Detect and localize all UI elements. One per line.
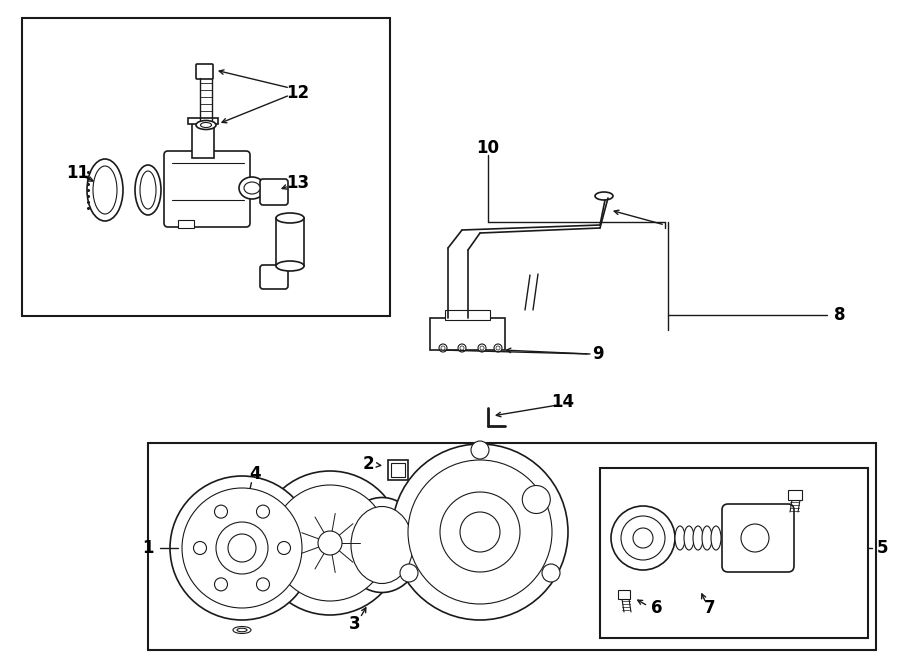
Circle shape [392, 444, 568, 620]
Circle shape [228, 534, 256, 562]
FancyBboxPatch shape [164, 151, 250, 227]
FancyBboxPatch shape [196, 64, 213, 79]
Circle shape [441, 346, 445, 350]
Ellipse shape [237, 628, 247, 632]
Text: 9: 9 [592, 345, 604, 363]
Circle shape [194, 541, 206, 555]
Text: 7: 7 [704, 599, 716, 617]
Bar [148, 443, 876, 650]
FancyBboxPatch shape [722, 504, 794, 572]
Ellipse shape [93, 166, 117, 214]
Text: 3: 3 [349, 615, 361, 633]
Ellipse shape [342, 498, 422, 592]
Circle shape [439, 344, 447, 352]
Text: 10: 10 [476, 139, 500, 157]
Bar [188, 118, 218, 124]
Ellipse shape [196, 120, 216, 130]
Bar [430, 318, 505, 350]
Circle shape [400, 564, 418, 582]
Circle shape [741, 524, 769, 552]
Bar [600, 468, 868, 638]
Circle shape [496, 346, 500, 350]
Text: 1: 1 [142, 539, 154, 557]
Bar [391, 463, 405, 477]
Ellipse shape [684, 526, 694, 550]
Circle shape [277, 541, 291, 555]
Circle shape [460, 346, 464, 350]
Bar [192, 122, 214, 158]
Ellipse shape [140, 171, 156, 209]
Ellipse shape [351, 506, 413, 584]
Ellipse shape [276, 261, 304, 271]
Circle shape [460, 512, 500, 552]
Ellipse shape [239, 177, 265, 199]
Text: 5: 5 [877, 539, 887, 557]
Circle shape [170, 476, 314, 620]
Bar [276, 218, 304, 266]
Bar [22, 18, 390, 316]
Ellipse shape [675, 526, 685, 550]
Text: 2: 2 [362, 455, 374, 473]
FancyBboxPatch shape [260, 265, 288, 289]
Circle shape [408, 460, 552, 604]
Text: 13: 13 [286, 174, 310, 192]
Circle shape [633, 528, 653, 548]
Circle shape [256, 505, 269, 518]
Ellipse shape [693, 526, 703, 550]
Circle shape [440, 492, 520, 572]
Text: 11: 11 [67, 164, 89, 182]
Bar [178, 220, 194, 228]
Bar [788, 490, 802, 500]
Ellipse shape [711, 526, 721, 550]
Text: 6: 6 [652, 599, 662, 617]
Circle shape [458, 344, 466, 352]
Ellipse shape [87, 159, 123, 221]
Ellipse shape [276, 213, 304, 223]
Circle shape [621, 516, 665, 560]
Ellipse shape [233, 627, 251, 633]
Circle shape [256, 578, 269, 591]
Text: 4: 4 [249, 465, 261, 483]
Text: 12: 12 [286, 84, 310, 102]
Circle shape [272, 485, 388, 601]
FancyBboxPatch shape [260, 179, 288, 205]
Ellipse shape [244, 182, 260, 194]
Bar [388, 460, 408, 480]
Ellipse shape [201, 122, 212, 128]
Circle shape [214, 578, 228, 591]
Circle shape [182, 488, 302, 608]
Circle shape [318, 531, 342, 555]
Text: 8: 8 [834, 306, 846, 324]
Circle shape [522, 485, 550, 514]
Text: 14: 14 [552, 393, 574, 411]
Bar [618, 590, 630, 599]
Ellipse shape [595, 192, 613, 200]
Circle shape [611, 506, 675, 570]
Circle shape [258, 471, 402, 615]
Circle shape [480, 346, 484, 350]
Ellipse shape [702, 526, 712, 550]
Bar [445, 310, 490, 320]
Ellipse shape [135, 165, 161, 215]
Circle shape [478, 344, 486, 352]
Circle shape [494, 344, 502, 352]
Circle shape [214, 505, 228, 518]
Circle shape [216, 522, 268, 574]
Circle shape [542, 564, 560, 582]
Circle shape [471, 441, 489, 459]
